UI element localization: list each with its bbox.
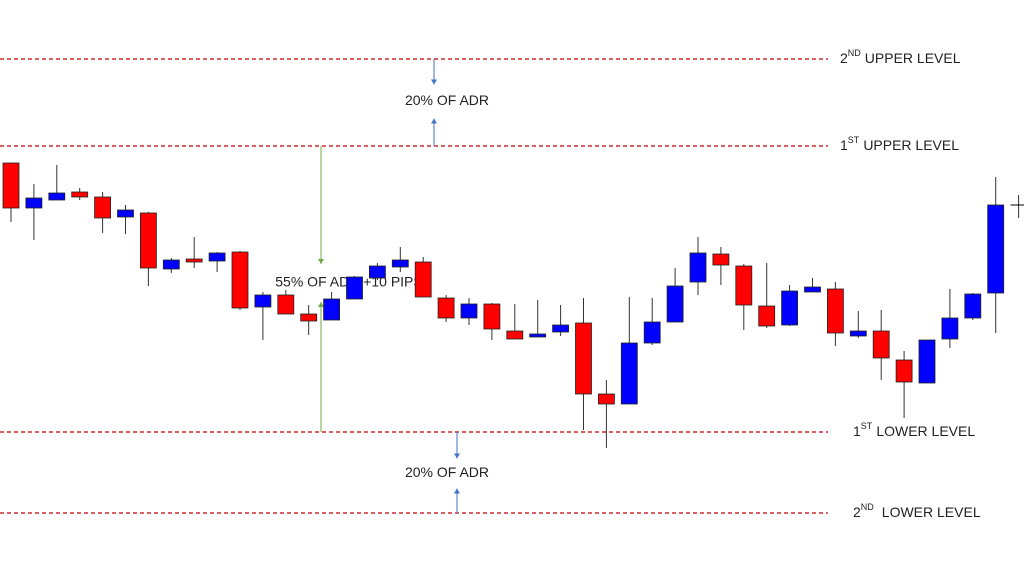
level-ordinal: 2 xyxy=(840,50,848,66)
candle-body xyxy=(666,285,684,323)
candle-body xyxy=(598,393,615,405)
candle-body xyxy=(895,359,913,383)
level-ordinal: 2 xyxy=(853,504,861,520)
candle-body xyxy=(368,265,386,279)
candle-body xyxy=(2,162,20,209)
candle-body xyxy=(254,294,272,308)
candle-body xyxy=(117,209,134,218)
level-suffix: ND xyxy=(848,48,861,58)
candle-body xyxy=(162,259,180,270)
arrow-head xyxy=(454,453,460,459)
candle-body xyxy=(25,197,43,209)
candle-body xyxy=(964,293,982,319)
candle-body xyxy=(987,204,1005,294)
level-ordinal: 1 xyxy=(853,423,861,439)
candle-body xyxy=(506,330,524,340)
arrow-head xyxy=(318,259,324,264)
candle-body xyxy=(918,339,936,384)
candle-body xyxy=(208,252,226,262)
candle-body xyxy=(529,333,547,338)
arrow-head xyxy=(431,118,437,124)
level-label: 2ND LOWER LEVEL xyxy=(853,502,981,519)
candle-body xyxy=(185,258,203,263)
candle-body xyxy=(346,276,363,300)
candle-body xyxy=(552,324,569,333)
candle-body xyxy=(231,251,249,309)
candle-body xyxy=(781,290,798,326)
candle-body xyxy=(323,298,341,321)
candle-body xyxy=(139,212,157,269)
arrow-head xyxy=(454,488,460,494)
level-suffix: ST xyxy=(848,135,860,145)
candle-body xyxy=(849,330,867,337)
candle-body xyxy=(94,196,111,219)
candle-body xyxy=(735,265,753,306)
candle-body xyxy=(620,342,638,405)
candle-body xyxy=(575,322,592,395)
level-text: LOWER LEVEL xyxy=(882,504,981,520)
candle-body xyxy=(277,294,295,315)
candle-body xyxy=(643,321,661,344)
candle-body xyxy=(460,303,478,319)
candle-body xyxy=(391,259,409,268)
arrow-head xyxy=(318,302,324,307)
candle-body xyxy=(712,253,730,266)
candle-body xyxy=(300,313,318,322)
level-text: UPPER LEVEL xyxy=(863,137,959,153)
candle-body xyxy=(804,286,821,293)
level-label: 2ND UPPER LEVEL xyxy=(840,48,961,65)
annotation: 20% OF ADR xyxy=(405,92,489,108)
level-text: LOWER LEVEL xyxy=(876,423,975,439)
level-text: UPPER LEVEL xyxy=(865,50,961,66)
candle-body xyxy=(758,305,776,327)
candle-body xyxy=(71,191,89,198)
candle-body xyxy=(437,297,455,319)
candle-body xyxy=(414,261,432,298)
candle-body xyxy=(483,303,501,330)
candle-body xyxy=(48,192,66,201)
candle-body xyxy=(941,317,959,340)
arrow-head xyxy=(431,79,437,85)
candle-body xyxy=(689,252,707,283)
level-label: 1ST UPPER LEVEL xyxy=(840,135,959,152)
level-label: 1ST LOWER LEVEL xyxy=(853,421,975,438)
level-ordinal: 1 xyxy=(840,137,848,153)
candle-body xyxy=(827,288,844,334)
level-suffix: ST xyxy=(861,421,873,431)
candle-body xyxy=(872,330,890,359)
level-suffix: ND xyxy=(861,502,874,512)
annotation: 20% OF ADR xyxy=(405,464,489,480)
